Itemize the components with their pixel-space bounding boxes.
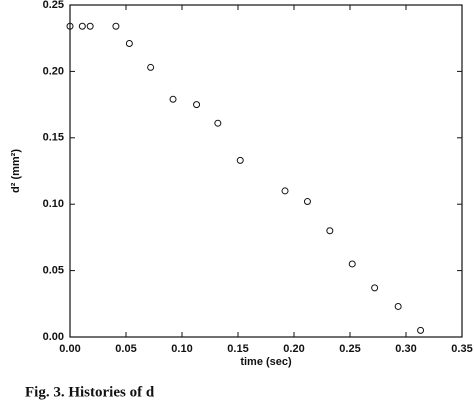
y-tick-label: 0.10: [43, 198, 64, 210]
point: [78, 22, 86, 30]
y-tick-label: 0.25: [43, 0, 64, 11]
x-tick-label: 0.30: [395, 343, 416, 355]
y-tick-label: 0.20: [43, 65, 64, 77]
point: [66, 22, 74, 30]
point: [394, 302, 402, 310]
point: [371, 284, 379, 292]
point: [303, 198, 311, 206]
point: [214, 119, 222, 127]
point: [193, 101, 201, 109]
x-tick-label: 0.10: [171, 343, 192, 355]
x-tick-label: 0.05: [115, 343, 136, 355]
x-tick-label: 0.20: [283, 343, 304, 355]
y-tick-label: 0.00: [43, 331, 64, 343]
point: [86, 22, 94, 30]
y-tick-label: 0.05: [43, 265, 64, 277]
y-axis-label: d² (mm²): [10, 149, 22, 193]
plot-frame: [69, 4, 463, 338]
point: [281, 187, 289, 195]
point: [169, 95, 177, 103]
x-tick-label: 0.15: [227, 343, 248, 355]
x-tick-label: 0.35: [451, 343, 472, 355]
point: [326, 227, 334, 235]
x-axis-label: time (sec): [240, 356, 292, 368]
point: [348, 260, 356, 268]
point: [112, 22, 120, 30]
point: [417, 326, 425, 334]
y-tick-label: 0.15: [43, 132, 64, 144]
point: [236, 156, 244, 164]
x-tick-label: 0.00: [59, 343, 80, 355]
caption: Fig. 3. Histories of d: [25, 384, 155, 400]
point: [147, 63, 155, 71]
point: [125, 40, 133, 48]
x-tick-label: 0.25: [339, 343, 360, 355]
